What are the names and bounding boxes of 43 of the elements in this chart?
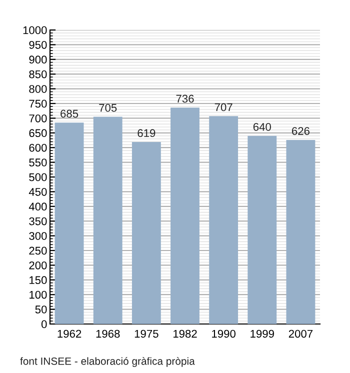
bar [93, 116, 122, 324]
data-label: 736 [176, 94, 194, 103]
bar [170, 108, 200, 324]
x-tick-label: 1990 [212, 330, 236, 338]
y-tick-label: 600 [29, 144, 47, 152]
y-tick-label: 50 [35, 306, 47, 314]
y-tick-label: 800 [29, 85, 47, 93]
data-label: 626 [292, 127, 310, 135]
y-tick-label: 0 [41, 320, 47, 328]
y-tick-label: 100 [30, 290, 47, 299]
y-tick-label: 950 [29, 40, 47, 49]
y-tick-label: 850 [29, 70, 47, 78]
y-tick-label: 150 [30, 276, 47, 284]
y-tick-label: 300 [29, 232, 47, 240]
bar [54, 122, 84, 324]
y-tick-label: 1000 [23, 26, 47, 34]
x-tick-label: 1982 [173, 330, 197, 338]
y-tick-label: 250 [29, 246, 47, 255]
bar [286, 140, 316, 324]
data-label: 707 [214, 103, 232, 112]
data-label: 685 [60, 110, 78, 118]
x-tick-label: 2007 [288, 330, 313, 338]
data-label: 705 [99, 104, 117, 112]
x-tick-label: 1962 [58, 330, 82, 338]
x-tick-label: 1968 [96, 330, 120, 338]
bar [132, 142, 161, 324]
text: font INSEE - elaboració gràfica pròpia [20, 357, 195, 367]
y-tick-label: 400 [28, 202, 47, 211]
y-tick-label: 350 [29, 217, 47, 226]
y-tick-label: 500 [29, 173, 47, 182]
y-tick-label: 700 [29, 114, 47, 122]
x-tick-label: 1999 [250, 330, 274, 338]
y-tick-label: 650 [29, 129, 47, 138]
y-tick-label: 200 [29, 261, 47, 270]
data-label: 640 [253, 123, 271, 131]
y-tick-label: 550 [29, 158, 47, 166]
bar [209, 116, 238, 324]
bar [248, 136, 277, 324]
x-tick-label: 1975 [134, 330, 158, 338]
y-tick-label: 750 [29, 100, 47, 108]
y-tick-label: 900 [29, 56, 47, 64]
data-label: 619 [138, 129, 156, 138]
y-tick-label: 450 [28, 188, 47, 196]
